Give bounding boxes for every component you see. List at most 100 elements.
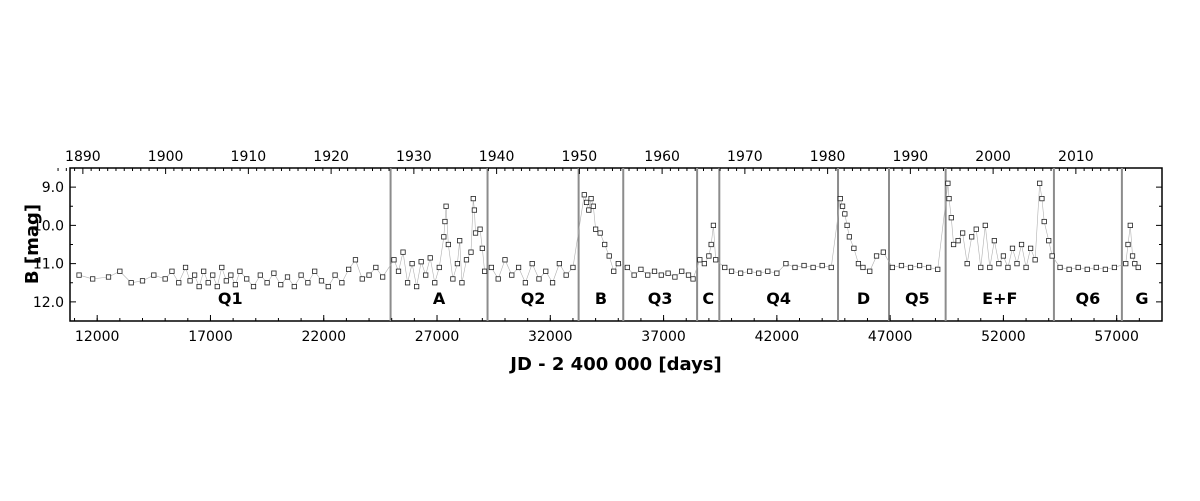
data-point bbox=[615, 261, 621, 267]
data-point bbox=[366, 272, 372, 278]
data-point bbox=[427, 255, 433, 261]
segment-labels: Q1 A Q2 B Q3 C Q4 D Q5 E+F Q6 G bbox=[218, 289, 1149, 308]
top-tick-label: 1990 bbox=[893, 149, 929, 165]
data-point bbox=[442, 218, 448, 225]
data-point bbox=[536, 276, 542, 282]
data-point bbox=[201, 268, 207, 274]
data-point bbox=[339, 280, 345, 286]
data-point bbox=[783, 261, 789, 267]
data-point bbox=[169, 268, 175, 274]
data-point bbox=[90, 276, 96, 282]
data-point bbox=[867, 268, 873, 274]
top-tick-label: 1890 bbox=[65, 149, 101, 165]
x-tick-label: 57000 bbox=[1094, 329, 1139, 345]
top-tick-label: 2000 bbox=[975, 149, 1011, 165]
data-point bbox=[470, 195, 476, 202]
data-point bbox=[205, 280, 211, 286]
data-point bbox=[706, 253, 712, 259]
top-tick-label: 1940 bbox=[479, 149, 515, 165]
data-point bbox=[606, 253, 612, 259]
data-point bbox=[418, 259, 424, 265]
segment-boundaries bbox=[389, 168, 1123, 321]
data-point bbox=[950, 241, 957, 248]
data-point bbox=[117, 268, 123, 274]
data-point bbox=[665, 270, 671, 276]
data-point bbox=[588, 195, 594, 202]
data-point bbox=[955, 238, 961, 244]
data-point bbox=[631, 272, 637, 278]
data-point bbox=[1075, 264, 1081, 271]
data-point bbox=[139, 278, 146, 284]
data-point bbox=[232, 282, 238, 288]
data-point bbox=[1041, 218, 1047, 225]
data-point bbox=[837, 195, 843, 202]
data-point bbox=[128, 280, 134, 286]
data-point bbox=[597, 230, 603, 236]
x-tick-label: 22000 bbox=[301, 329, 346, 345]
data-point bbox=[278, 282, 284, 288]
segment-label: Q6 bbox=[1076, 289, 1101, 308]
y-axis-ticks: 9.0 10.0 11.0 12.0 bbox=[33, 167, 1162, 322]
top-tick-label: 1910 bbox=[231, 149, 267, 165]
data-point bbox=[495, 276, 501, 282]
data-point bbox=[1066, 266, 1072, 272]
data-point bbox=[581, 192, 587, 198]
data-point bbox=[529, 261, 535, 267]
data-point bbox=[543, 268, 549, 274]
data-point bbox=[916, 262, 923, 269]
data-point bbox=[638, 266, 644, 272]
data-point bbox=[151, 272, 157, 278]
data-point bbox=[1005, 264, 1011, 271]
data-point bbox=[325, 283, 331, 290]
data-point bbox=[690, 276, 696, 282]
data-point bbox=[291, 283, 297, 290]
data-point bbox=[414, 283, 420, 290]
data-point bbox=[935, 266, 941, 272]
data-point bbox=[987, 264, 993, 271]
data-point bbox=[880, 249, 886, 255]
data-point bbox=[182, 264, 189, 271]
data-point bbox=[645, 272, 651, 278]
data-point bbox=[443, 203, 449, 209]
data-point bbox=[471, 207, 478, 213]
data-point bbox=[423, 272, 429, 278]
data-point bbox=[586, 207, 592, 213]
y-tick-label: 9.0 bbox=[42, 180, 64, 196]
data-point bbox=[1014, 261, 1020, 267]
data-point bbox=[162, 276, 168, 282]
segment-label: Q2 bbox=[521, 289, 546, 308]
data-point bbox=[1023, 264, 1029, 271]
data-point bbox=[1111, 264, 1118, 271]
data-point bbox=[819, 262, 825, 269]
data-point bbox=[978, 264, 984, 271]
data-point bbox=[332, 272, 338, 278]
data-point bbox=[373, 264, 379, 271]
data-point bbox=[1125, 241, 1131, 248]
data-point bbox=[602, 241, 608, 248]
data-point bbox=[457, 238, 463, 244]
data-point bbox=[509, 272, 515, 278]
data-point bbox=[747, 268, 753, 274]
x-tick-label: 47000 bbox=[868, 329, 913, 345]
data-point bbox=[946, 195, 952, 202]
x-axis-title: JD - 2 400 000 [days] bbox=[508, 354, 722, 375]
data-point bbox=[964, 261, 970, 267]
data-point bbox=[855, 261, 862, 267]
data-point bbox=[651, 268, 658, 274]
data-point bbox=[1049, 253, 1055, 259]
data-point bbox=[710, 222, 717, 228]
data-point bbox=[214, 283, 220, 290]
data-point bbox=[395, 268, 402, 274]
x-axis-ticks: 12000 17000 22000 27000 32000 37000 42000 47000… bbox=[74, 315, 1140, 345]
segment-label: G bbox=[1135, 289, 1148, 308]
data-point bbox=[756, 270, 762, 276]
data-point bbox=[624, 264, 630, 271]
segment-label: D bbox=[857, 289, 870, 308]
data-point bbox=[738, 270, 744, 276]
x-tick-label: 37000 bbox=[641, 329, 686, 345]
data-point bbox=[1123, 261, 1129, 267]
data-point bbox=[459, 280, 465, 286]
data-point bbox=[658, 272, 664, 278]
data-point bbox=[728, 268, 735, 274]
data-point bbox=[298, 272, 304, 278]
